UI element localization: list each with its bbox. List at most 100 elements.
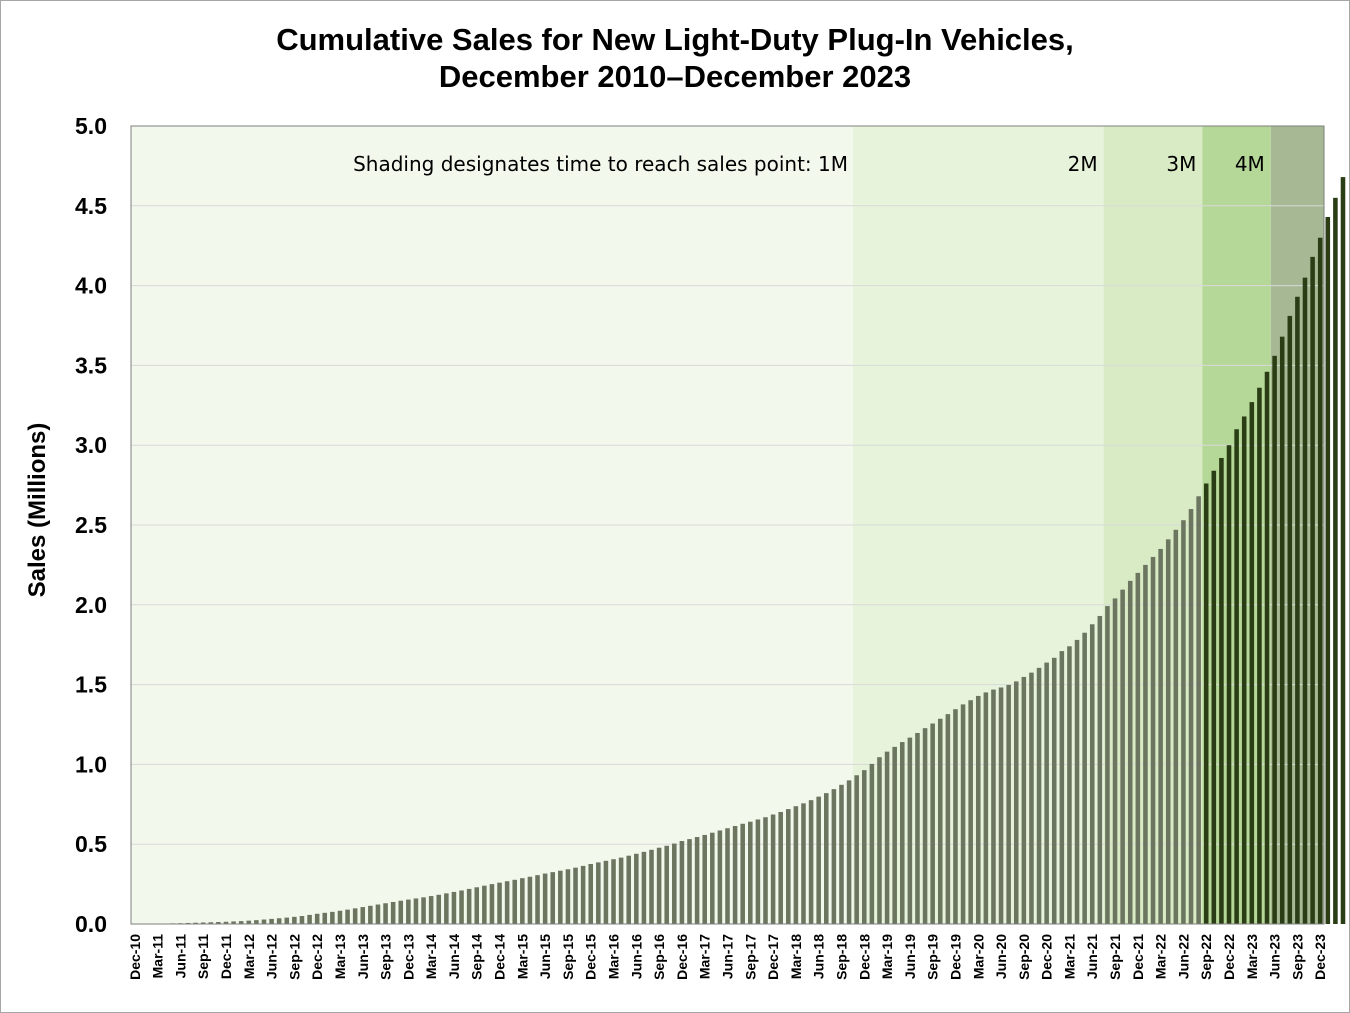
y-axis-label: Sales (Millions) [24,423,51,598]
bar [975,695,981,924]
bar [375,904,381,924]
bar [1211,470,1217,924]
bar [254,920,259,924]
bar [968,700,973,924]
bar [413,898,419,924]
bar [216,922,221,924]
bar [542,873,548,924]
x-tick-label: Sep-22 [1198,934,1214,980]
x-tick-label: Jun-12 [264,934,280,979]
bar [899,742,905,924]
bar [1135,572,1141,924]
chart-title-line-2: December 2010–December 2023 [439,59,911,94]
bar [314,913,320,924]
bar [953,709,958,924]
bar [1181,520,1186,924]
bar [421,897,426,924]
bar [687,839,692,924]
x-tick-label: Sep-15 [560,934,576,980]
bar [1105,606,1110,924]
bar [1051,657,1057,924]
x-tick-label: Sep-13 [378,934,394,980]
bar [664,845,669,924]
bar [649,849,654,924]
bar [793,806,799,924]
bar [1302,277,1308,924]
y-tick-label: 0.5 [75,831,107,857]
x-tick-label: Jun-23 [1267,934,1283,979]
x-tick-label: Sep-11 [195,934,211,979]
bar [1112,598,1118,924]
bar [451,891,457,924]
y-tick-label: 1.0 [75,751,107,777]
bar [1013,681,1019,924]
x-tick-label: Sep-14 [469,934,485,980]
milestone-label-4M: 4M [1235,152,1265,176]
bar [238,921,244,924]
bar [383,903,388,924]
bar [352,908,358,924]
bar [337,910,343,924]
bar [1333,197,1338,924]
x-tick-label: Mar-14 [423,934,439,979]
bar [527,876,533,924]
x-tick-label: Mar-20 [970,934,986,979]
plot-area-border [130,125,1325,925]
bar [550,872,556,924]
bar [626,855,631,924]
y-tick-label: 3.0 [75,432,107,458]
y-tick-label: 4.0 [75,273,107,299]
bar [504,881,510,924]
bar [922,728,928,924]
bar [1021,676,1027,924]
x-tick-label: Dec-11 [218,934,234,979]
x-tick-label: Dec-10 [127,934,143,980]
y-tick-label: 3.5 [75,352,107,378]
y-tick-label: 2.0 [75,592,107,618]
y-tick-label: 4.5 [75,193,107,219]
bar [702,834,707,924]
x-tick-label: Dec-13 [400,934,416,980]
bar [284,917,290,924]
x-tick-label: Dec-19 [947,934,963,980]
x-tick-label: Dec-16 [674,934,690,980]
bar [1325,216,1331,925]
x-tick-label: Mar-13 [332,934,348,979]
bar [694,837,700,924]
bar [1036,667,1042,924]
bar [1249,402,1255,924]
bar [1029,672,1034,924]
bar [1196,496,1201,924]
bar [839,784,844,924]
x-tick-label: Sep-12 [286,934,302,980]
bar [824,793,829,924]
bar [846,780,852,924]
bar [535,875,540,924]
x-tick-label: Jun-20 [993,934,1009,979]
bar [915,732,920,924]
bar [276,918,282,924]
x-tick-label: Dec-20 [1039,934,1055,980]
bar [299,916,305,924]
bar [512,879,518,924]
bar [755,819,761,924]
bar [618,857,624,924]
bar [1089,624,1095,924]
bar [1067,646,1072,924]
x-tick-label: Mar-15 [514,934,530,979]
x-tick-label: Mar-11 [150,934,166,979]
bar [292,916,297,924]
x-tick-label: Dec-22 [1221,934,1237,980]
bar [580,865,586,924]
x-tick-label: Mar-19 [879,934,895,979]
bar [489,884,495,924]
bar [436,894,442,924]
bar [1082,632,1087,924]
bar [1120,589,1125,924]
bar [634,853,639,924]
bar [466,888,472,924]
bar [1279,336,1285,924]
bar [991,689,996,924]
x-tick-label: Jun-14 [446,934,462,979]
chart-title-line-1: Cumulative Sales for New Light-Duty Plug… [276,22,1074,57]
